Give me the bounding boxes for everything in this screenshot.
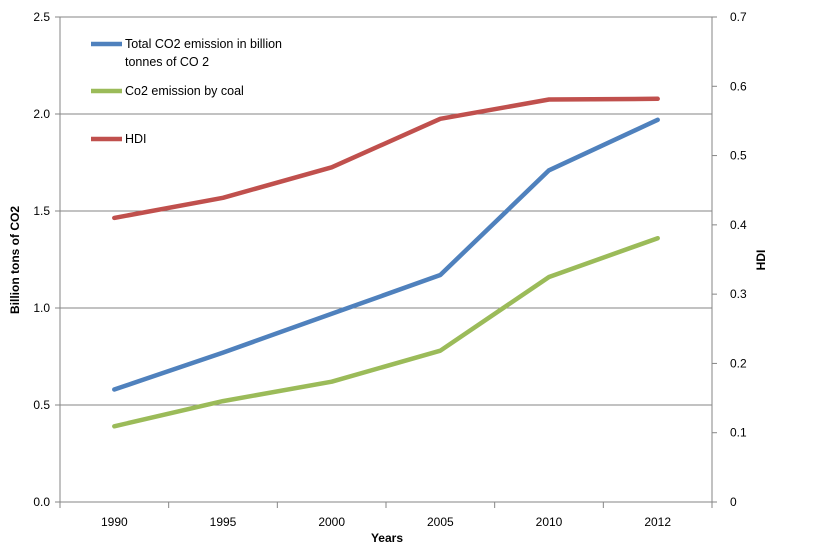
- x-tick-label: 1995: [210, 515, 237, 529]
- legend-label: HDI: [125, 132, 147, 146]
- x-tick-label: 1990: [101, 515, 128, 529]
- y-tick-label: 2.5: [33, 10, 50, 24]
- x-axis-title: Years: [371, 531, 403, 545]
- right-axis-ticks: 0 0.1 0.2 0.3 0.4 0.5 0.6 0.7: [712, 10, 747, 509]
- y2-tick-label: 0.7: [730, 10, 747, 24]
- y-axis-title: Billion tons of CO2: [8, 206, 22, 314]
- y-tick-label: 0.0: [33, 495, 50, 509]
- series-line-2: [112, 235, 660, 429]
- x-tick-label: 2005: [427, 515, 454, 529]
- y2-tick-label: 0.6: [730, 79, 747, 93]
- y-tick-label: 1.0: [33, 301, 50, 315]
- series-line-3: [112, 96, 660, 221]
- gridlines: [60, 16, 712, 406]
- x-axis-ticks: 1990 1995 2000 2005 2010 2012: [59, 502, 713, 529]
- y2-tick-label: 0.1: [730, 426, 747, 440]
- legend-label: Co2 emission by coal: [125, 84, 244, 98]
- y2-tick-label: 0.3: [730, 287, 747, 301]
- y-tick-label: 2.0: [33, 107, 50, 121]
- x-tick-label: 2012: [644, 515, 671, 529]
- y2-tick-label: 0.2: [730, 356, 747, 370]
- left-axis-ticks: 0.0 0.5 1.0 1.5 2.0 2.5: [33, 10, 60, 509]
- series-line-1: [112, 117, 660, 392]
- legend: Total CO2 emission in billion tonnes of C…: [91, 37, 282, 146]
- y-tick-label: 1.5: [33, 204, 50, 218]
- y-tick-label: 0.5: [33, 398, 50, 412]
- series-lines: [112, 96, 660, 429]
- legend-label: Total CO2 emission in billion: [125, 37, 282, 51]
- y2-axis-title: HDI: [754, 250, 768, 271]
- y2-tick-label: 0.5: [730, 149, 747, 163]
- legend-label: tonnes of CO 2: [125, 55, 209, 69]
- y2-tick-label: 0: [730, 495, 737, 509]
- x-tick-label: 2010: [536, 515, 563, 529]
- x-tick-label: 2000: [318, 515, 345, 529]
- y2-tick-label: 0.4: [730, 218, 747, 232]
